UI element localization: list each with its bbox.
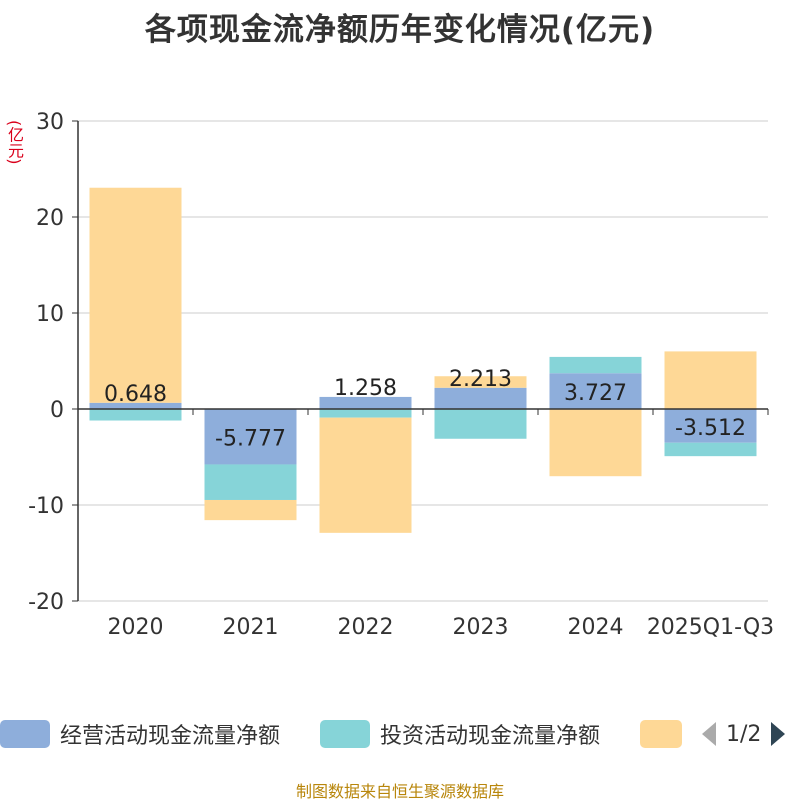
bar-investing [89, 409, 182, 421]
legend-pager: 1/2 [700, 714, 787, 754]
legend-item-operating[interactable]: 经营活动现金流量净额 [0, 714, 280, 754]
prev-page-icon[interactable] [700, 720, 718, 748]
bar-operating [319, 396, 412, 409]
x-tick-label: 2021 [223, 615, 279, 640]
bar-operating [434, 387, 527, 409]
legend-label-investing: 投资活动现金流量净额 [380, 724, 601, 749]
y-tick-label: 20 [36, 206, 64, 231]
legend-swatch-investing [320, 720, 370, 748]
legend-swatch-operating [0, 720, 50, 748]
y-tick-label: -20 [28, 590, 64, 615]
legend: 经营活动现金流量净额 投资活动现金流量净额 1/2 [0, 714, 800, 754]
x-tick-label: 2023 [453, 615, 509, 640]
bar-investing [434, 409, 527, 439]
x-tick-label: 2020 [108, 615, 164, 640]
bar-investing [319, 409, 412, 418]
bar-financing [434, 376, 527, 388]
data-label: -5.777 [215, 427, 286, 452]
y-tick-label: 30 [36, 110, 64, 135]
bar-investing [204, 464, 297, 500]
x-tick-label: 2022 [338, 615, 394, 640]
legend-swatch-financing [640, 720, 682, 748]
bar-financing [549, 409, 642, 477]
bar-investing [664, 442, 757, 457]
y-tick-label: -10 [28, 494, 64, 519]
data-label: 0.648 [104, 382, 167, 407]
bar-financing [204, 499, 297, 521]
bar-financing [664, 351, 757, 409]
bar-operating [664, 409, 757, 443]
data-label: 3.727 [564, 381, 627, 406]
legend-item-financing[interactable] [640, 714, 682, 754]
chart-plot: 30 20 10 0 -10 -20 0.648 -5.777 1.258 2.213 3.727 -… [28, 110, 774, 640]
legend-label-operating: 经营活动现金流量净额 [60, 724, 281, 749]
legend-item-investing[interactable]: 投资活动现金流量净额 [320, 714, 600, 754]
y-tick-label: 10 [36, 302, 64, 327]
legend-page-indicator: 1/2 [726, 721, 762, 747]
x-tick-label: 2025Q1-Q3 [647, 615, 774, 640]
next-page-icon[interactable] [769, 720, 787, 748]
bar-operating [549, 373, 642, 409]
bar-financing [319, 417, 412, 533]
data-label: 2.213 [449, 367, 512, 392]
bar-investing [549, 356, 642, 374]
data-label: -3.512 [675, 416, 746, 441]
data-source-note: 制图数据来自恒生聚源数据库 [295, 782, 504, 801]
bar-operating [204, 409, 297, 465]
x-tick-label: 2024 [568, 615, 624, 640]
y-axis-unit: (亿元) [5, 120, 24, 165]
chart-title: 各项现金流净额历年变化情况(亿元) [144, 12, 656, 48]
bar-financing [89, 187, 182, 403]
data-label: 1.258 [334, 376, 397, 401]
y-tick-label: 0 [50, 398, 64, 423]
bar-operating [89, 402, 182, 409]
